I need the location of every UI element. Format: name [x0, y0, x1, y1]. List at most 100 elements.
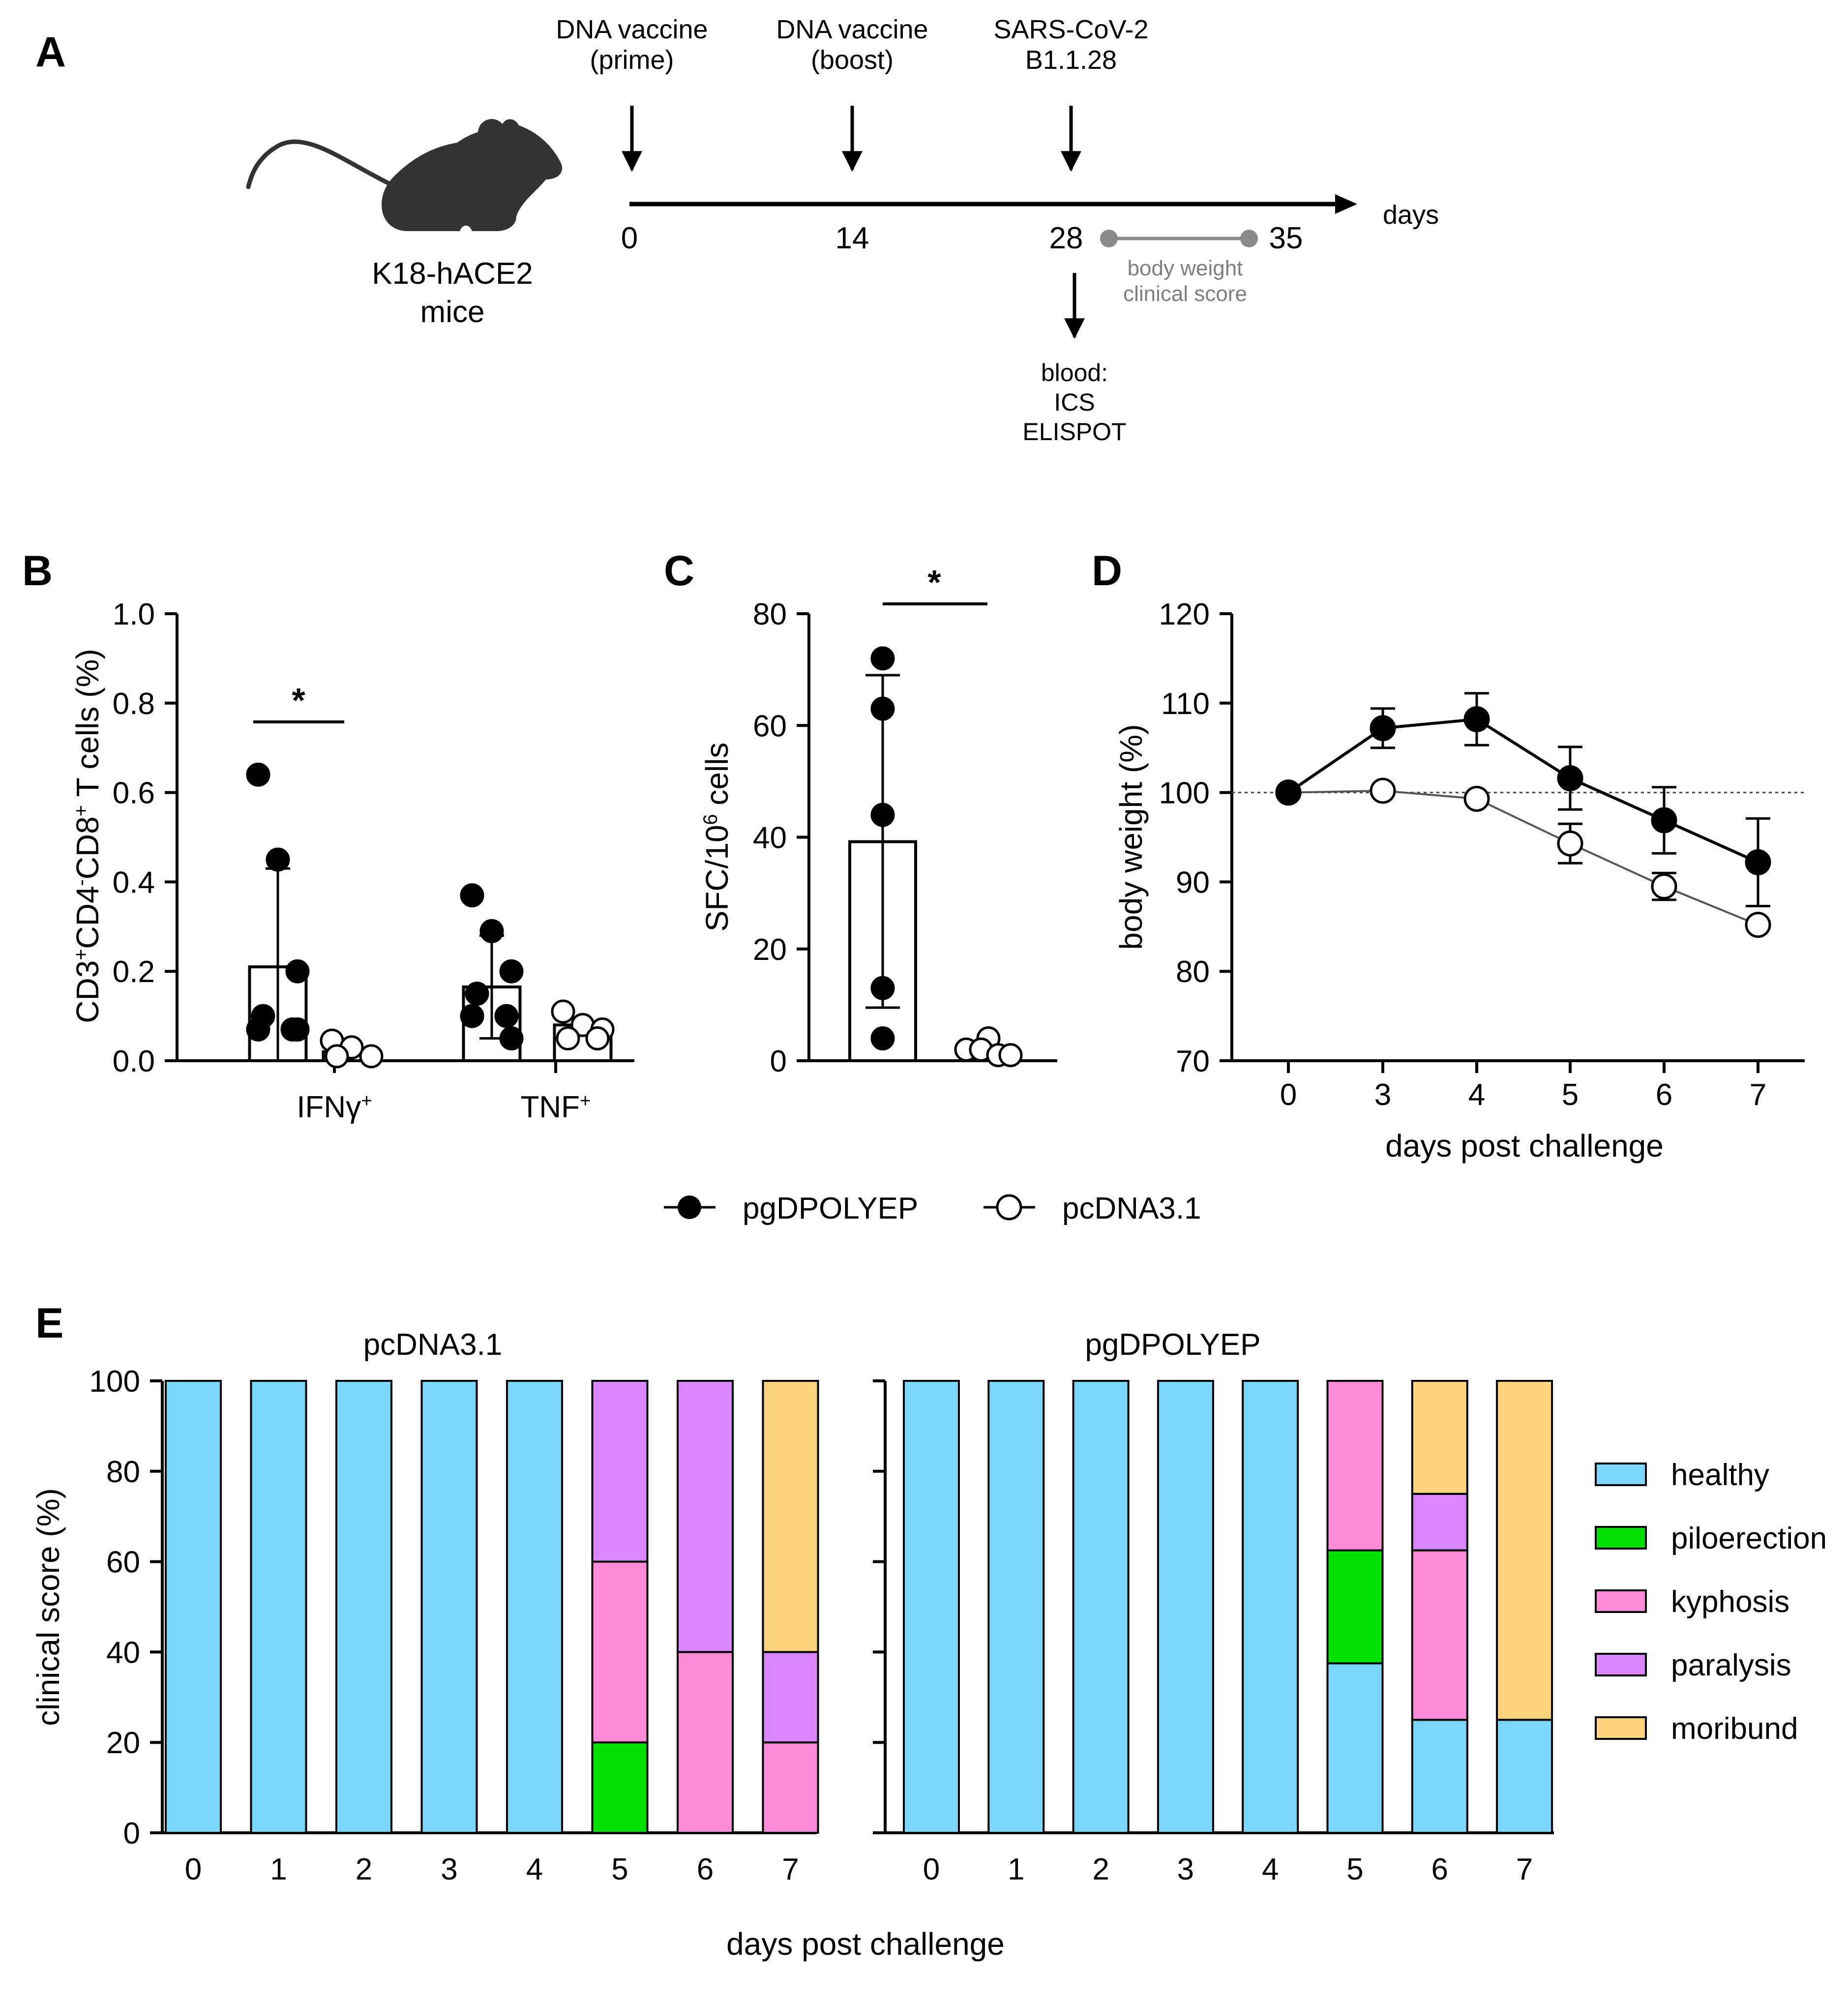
- legend-label-moribund: moribund: [1671, 1712, 1798, 1746]
- event-prime-line2: (prime): [590, 45, 674, 75]
- timeline-unit: days: [1383, 200, 1439, 230]
- b-xtick-label: TNF+: [521, 1090, 591, 1125]
- legend-label-kyphosis: kyphosis: [1671, 1585, 1789, 1619]
- e-bar-segment-paralysis: [591, 1380, 649, 1563]
- e-bar-segment-kyphosis: [591, 1560, 649, 1744]
- d-xtick-label: 5: [1562, 1078, 1579, 1112]
- monitoring-label-1: body weight: [1128, 256, 1243, 280]
- e-ytick-label: 40: [106, 1636, 140, 1670]
- b-point-open: [585, 1026, 610, 1051]
- timeline-tick-28: 28: [1049, 221, 1083, 255]
- c-ytick-label: 80: [753, 597, 787, 631]
- e-bar-segment-kyphosis: [762, 1741, 819, 1834]
- event-challenge-line1: SARS-CoV-2: [993, 15, 1148, 44]
- legend-pgdpolyep-label: pgDPOLYEP: [743, 1192, 918, 1225]
- e-xtick-label: 3: [1177, 1852, 1194, 1886]
- e-bar-segment-healthy: [1411, 1719, 1468, 1834]
- e-bar-segment-healthy: [1157, 1380, 1214, 1834]
- legend-label-piloerection: piloerection: [1671, 1522, 1827, 1555]
- series-legend: pgDPOLYEP pcDNA3.1: [664, 1192, 1201, 1225]
- b-point-filled: [460, 1004, 484, 1028]
- monitoring-interval: body weight clinical score: [1100, 230, 1258, 306]
- d-xtick-label: 6: [1656, 1078, 1672, 1112]
- d-xtick-label: 4: [1468, 1078, 1485, 1112]
- b-point-filled: [494, 1004, 519, 1028]
- c-ytick-label: 20: [753, 933, 787, 967]
- c-point-filled: [870, 976, 895, 1000]
- b-ytick-label: 0.8: [113, 687, 155, 721]
- c-point-filled: [870, 696, 895, 721]
- e-xtick-label: 0: [185, 1852, 202, 1886]
- d-ytick-label: 90: [1176, 866, 1210, 899]
- b-significance-star: *: [292, 681, 305, 719]
- b-ytick-label: 0.2: [113, 955, 155, 989]
- e-bar-segment-healthy: [1496, 1719, 1553, 1834]
- event-prime-line1: DNA vaccine: [556, 15, 708, 44]
- d-xtick-label: 7: [1750, 1078, 1766, 1112]
- d-ytick-label: 120: [1159, 597, 1210, 631]
- e-bar-segment-healthy: [506, 1380, 563, 1834]
- e-xtick-label: 0: [923, 1852, 940, 1886]
- e-xtick-label: 4: [526, 1852, 543, 1886]
- e-xtick-label: 4: [1262, 1852, 1279, 1886]
- blood-label-1: blood:: [1041, 359, 1108, 387]
- legend-swatch-moribund: [1595, 1716, 1647, 1740]
- e-bar-segment-healthy: [250, 1380, 307, 1834]
- d-point-pgdpolyep: [1651, 807, 1677, 834]
- panel-label-b: B: [22, 547, 53, 595]
- legend-label-healthy: healthy: [1671, 1458, 1769, 1492]
- e-xtick-label: 1: [1008, 1852, 1024, 1886]
- panel-e-right-title: pgDPOLYEP: [1085, 1328, 1260, 1362]
- panel-label-a: A: [35, 29, 66, 76]
- legend-swatch-kyphosis: [1595, 1589, 1647, 1613]
- b-point-open: [359, 1044, 384, 1069]
- d-point-pcdna: [1745, 912, 1771, 938]
- b-ytick-label: 0.4: [113, 866, 155, 899]
- e-ytick-label: 0: [123, 1817, 140, 1851]
- d-point-pcdna: [1463, 785, 1490, 812]
- panel-c: C 0 20 40 60 80 SFC/106 cells *: [664, 547, 1057, 1078]
- event-prime: DNA vaccine (prime): [556, 15, 708, 172]
- e-xtick-label: 2: [356, 1852, 372, 1886]
- d-point-pcdna: [1370, 777, 1396, 804]
- chart-e: 0 20 40 60 80 100 0 1 2 3 4 5 6 7 0 1 2 3 4 5 6 7 clinical sco…: [30, 1365, 1554, 1962]
- c-point-filled: [870, 803, 895, 827]
- d-xlabel: days post challenge: [1385, 1128, 1664, 1164]
- timeline-tick-14: 14: [835, 221, 869, 255]
- d-ytick-label: 110: [1161, 687, 1210, 721]
- d-line-pgdpolyep: [1287, 717, 1759, 864]
- e-bar-segment-healthy: [1326, 1662, 1384, 1834]
- monitoring-end-dot: [1240, 230, 1258, 247]
- monitoring-label-2: clinical score: [1123, 282, 1247, 306]
- b-point-filled: [465, 982, 489, 1006]
- panel-label-e: E: [35, 1300, 63, 1347]
- e-bar-segment-kyphosis: [1411, 1549, 1468, 1721]
- b-xtick-label: IFNγ+: [297, 1090, 372, 1125]
- event-boost: DNA vaccine (boost): [776, 15, 928, 172]
- legend-pcdna-label: pcDNA3.1: [1062, 1192, 1201, 1225]
- d-ytick-label: 80: [1176, 955, 1210, 989]
- b-ytick-label: 1.0: [113, 597, 155, 631]
- panel-d: D 70 80 90 100 110 120 0 3 4 5 6 7 body weight (%) da…: [1092, 547, 1805, 1164]
- e-ytick-label: 20: [106, 1726, 140, 1760]
- e-bar-segment-moribund: [1411, 1380, 1468, 1495]
- mouse-label-line2: mice: [420, 295, 485, 329]
- panel-a: A K18-hACE2 mice days DNA vaccine (prime…: [35, 15, 1439, 446]
- c-ytick-label: 60: [753, 709, 787, 743]
- timeline-tick-35: 35: [1269, 221, 1303, 255]
- legend-label-paralysis: paralysis: [1671, 1648, 1791, 1682]
- c-ytick-label: 40: [753, 821, 787, 855]
- b-point-open: [556, 1026, 580, 1051]
- d-line-pcdna: [1288, 789, 1759, 926]
- d-ytick-label: 100: [1159, 776, 1210, 810]
- event-boost-line1: DNA vaccine: [776, 15, 928, 44]
- legend-pcdna-marker: [996, 1194, 1022, 1221]
- e-bar-segment-piloerection: [1326, 1549, 1384, 1665]
- b-point-filled: [246, 1017, 270, 1042]
- d-point-pgdpolyep: [1745, 849, 1771, 875]
- event-challenge-line2: B1.1.28: [1025, 45, 1117, 75]
- event-boost-line2: (boost): [811, 45, 894, 75]
- chart-c: 0 20 40 60 80 SFC/106 cells *: [699, 563, 1057, 1078]
